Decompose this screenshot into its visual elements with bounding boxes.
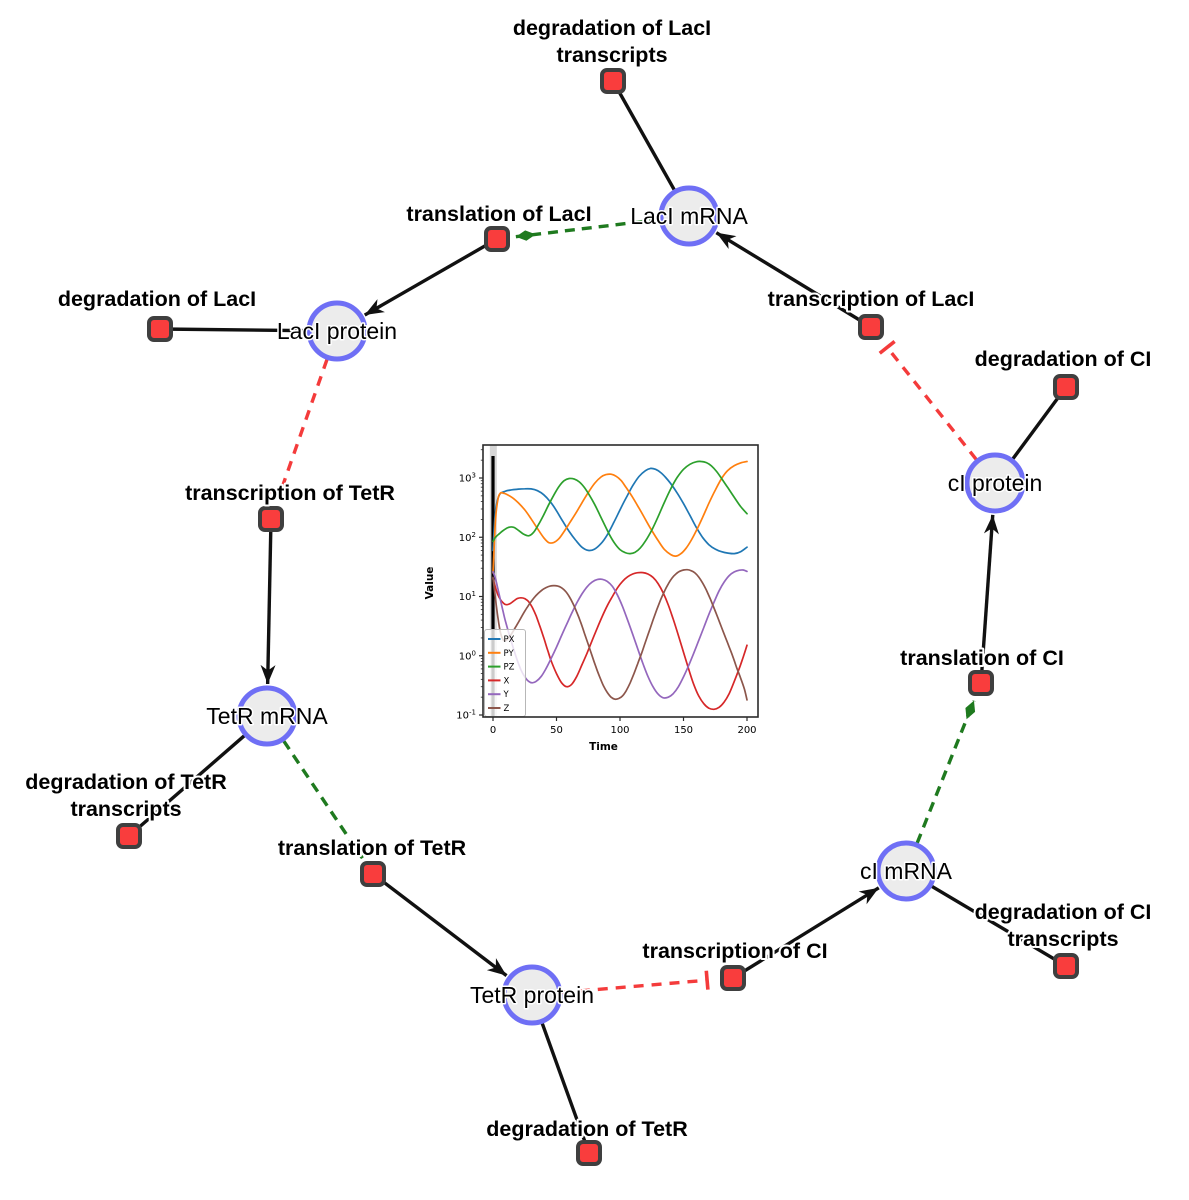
species-label-tetr_protein: TetR protein [470,982,594,1008]
series-line-PY [492,460,748,574]
series-line-X [492,571,748,711]
timecourse-plot: 0 50 100 150 200 10-1 100 101 102 103 PX PY PZ XYZ Tim… [424,444,759,753]
reaction-node-tx_ci[interactable] [720,965,746,991]
species-node-tetr_mrna[interactable] [236,685,298,747]
y-tick-label: 102 [459,531,476,544]
x-tick-label: 50 [550,725,563,736]
edge-inhibition-ci_protein-tx_laci [878,340,978,461]
legend-label-PY: PY [504,649,515,659]
edge-inhibition-tetr_protein-tx_ci [561,970,710,995]
edge-production-tetr_mrna-tx_tetr [260,518,276,685]
axes-ticks: 0 50 100 150 200 10-1 100 101 102 103 [456,449,757,736]
species-label-laci_protein: LacI protein [277,318,397,344]
edge-consumption-ci_mrna-deg_ci_tx [905,869,1067,968]
plot-frame [482,444,759,718]
reaction-node-deg_laci[interactable] [147,316,173,342]
edge-production-ci_protein-tl_ci [979,514,999,684]
legend-label-X: X [504,676,510,686]
reaction-label-deg_ci_tx-line2: transcripts [1007,927,1118,951]
legend-label-Y: Y [503,690,510,700]
reaction-label-tl_tetr: translation of TetR [278,836,467,860]
reaction-label-deg_tetr_tx-line1: degradation of TetR [25,770,227,794]
legend-label-PX: PX [504,635,515,645]
x-tick-label: 150 [674,725,693,736]
y-tick-label: 10-1 [456,709,476,722]
edge-modifier-laci_mrna-tl_laci [515,217,660,241]
reaction-label-deg_tetr: degradation of TetR [486,1117,688,1141]
reaction-node-deg_tetr[interactable] [576,1140,602,1166]
plot-background [483,445,758,717]
reaction-node-deg_tetr_tx[interactable] [116,823,142,849]
x-axis-label: Time [589,741,618,753]
species-node-tetr_protein[interactable] [501,964,563,1026]
reaction-node-tx_tetr[interactable] [258,506,284,532]
reaction-label-tx_tetr: transcription of TetR [185,481,395,505]
reaction-label-deg_ci_tx-line1: degradation of CI [975,900,1152,924]
species-label-laci_mrna: LacI mRNA [630,203,748,229]
reaction-label-deg_laci_tx-line2: transcripts [556,43,667,67]
species-label-ci_mrna: cI mRNA [860,858,953,884]
nodes-layer [116,68,1079,1166]
reaction-label-tx_ci: transcription of CI [642,939,827,963]
x-tick-label: 0 [490,725,496,736]
legend: PX PY PZ XYZ [484,629,526,717]
labels-layer: degradation of LacI transcripts translatio… [23,14,1153,1143]
reaction-node-tl_ci[interactable] [968,670,994,696]
reaction-label-deg_ci: degradation of CI [975,347,1152,371]
legend-label-Z: Z [504,704,510,714]
series-line-Z [492,568,748,701]
reaction-node-tl_tetr[interactable] [360,861,386,887]
species-node-ci_mrna[interactable] [875,840,937,902]
reaction-label-deg_tetr_tx-line2: transcripts [70,797,181,821]
edge-modifier-tetr_mrna-tl_tetr [282,739,364,860]
reaction-label-deg_laci_tx-line1: degradation of LacI [513,16,711,40]
reaction-node-tx_laci[interactable] [858,314,884,340]
series-line-PZ [492,460,748,555]
y-axis-label: Value [424,567,436,600]
reaction-node-deg_ci[interactable] [1053,374,1079,400]
species-node-ci_protein[interactable] [964,452,1026,514]
reaction-label-tl_laci: translation of LacI [406,202,591,226]
reaction-label-tl_ci: translation of CI [900,646,1064,670]
species-label-tetr_mrna: TetR mRNA [206,703,328,729]
species-node-laci_protein[interactable] [306,300,368,362]
edge-production-laci_mrna-tx_laci [715,231,872,329]
reaction-node-deg_laci_tx[interactable] [600,68,626,94]
reaction-label-deg_laci: degradation of LacI [58,287,256,311]
series-line-PX [492,467,748,555]
species-node-laci_mrna[interactable] [658,185,720,247]
x-tick-label: 200 [737,725,756,736]
edge-production-laci_protein-tl_laci [363,237,498,317]
edge-production-ci_mrna-tx_ci [732,886,880,980]
y-tick-label: 103 [459,472,476,485]
species-label-ci_protein: cI protein [948,470,1043,496]
edge-production-tetr_protein-tl_tetr [371,872,508,977]
y-tick-label: 100 [459,649,476,662]
reaction-label-tx_laci: transcription of LacI [768,287,975,311]
reaction-node-deg_ci_tx[interactable] [1053,953,1079,979]
edge-inhibition-laci_protein-tx_tetr [270,358,329,500]
edge-modifier-ci_mrna-tl_ci [915,700,976,844]
x-tick-label: 100 [610,725,629,736]
y-tick-label: 101 [459,590,476,603]
legend-label-PZ: PZ [504,663,515,673]
reaction-node-tl_laci[interactable] [484,226,510,252]
